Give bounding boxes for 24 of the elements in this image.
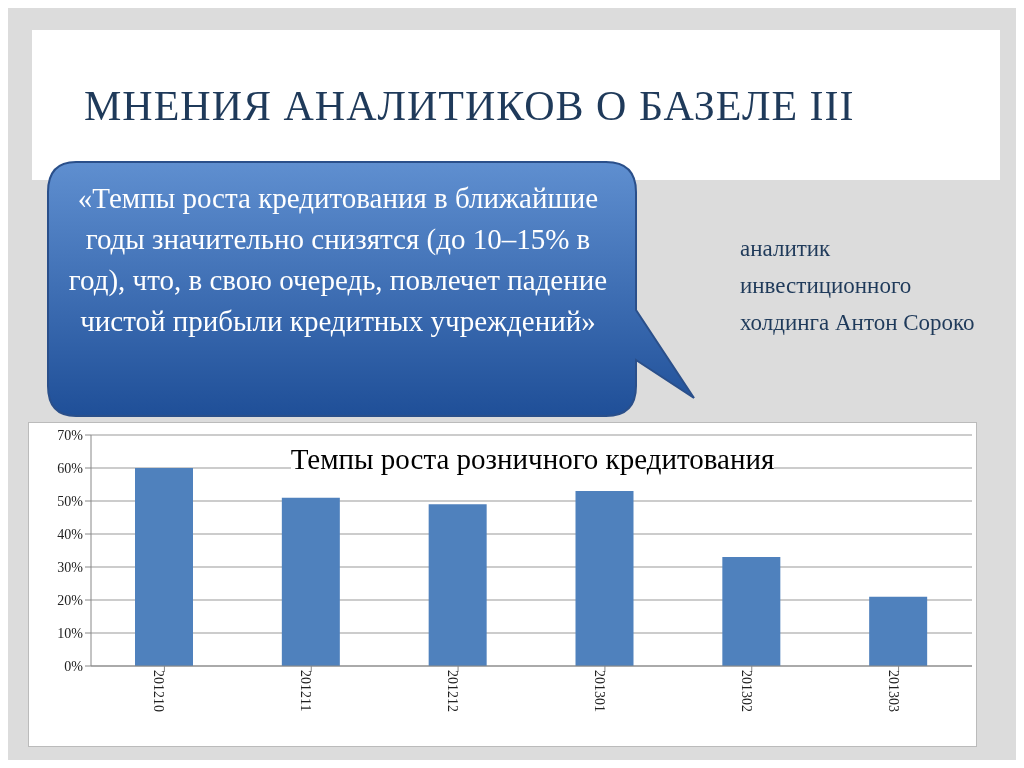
y-tick-label: 60% (57, 460, 84, 476)
x-tick-label: 201301 (591, 670, 607, 712)
y-tick-label: 40% (57, 526, 84, 542)
y-tick-label: 0% (64, 658, 84, 674)
bar (281, 497, 340, 666)
y-tick-label: 30% (57, 559, 84, 575)
bar (135, 468, 193, 666)
bar (869, 596, 928, 666)
x-tick-label: 201210 (151, 670, 167, 712)
x-tick-label: 201303 (885, 670, 901, 712)
chart-title: МНЕНИЯ АНАЛИТИКОВ О БАЗЕЛЕ III (84, 82, 855, 130)
bar (722, 557, 781, 666)
y-tick-label: 10% (57, 625, 84, 641)
bar (575, 491, 634, 666)
bar (428, 504, 487, 666)
x-tick-label: 201211 (298, 670, 314, 712)
text: «Темпы роста кредитования в ближайшие годы значительно снизятся (до 10–15% в год), что, в свою очередь, повлечет падение чистой прибыли кредитных учреждений» (67, 181, 609, 339)
x-tick-label: 201212 (445, 670, 461, 712)
y-tick-label: 70% (57, 427, 84, 443)
x-tick-label: 201302 (738, 670, 754, 712)
text: аналитик инвестиционного холдинга Антон Сороко (740, 235, 976, 337)
y-tick-label: 50% (57, 493, 84, 509)
chart-subtitle: Темпы роста розничного кредитования (290, 443, 775, 475)
y-tick-label: 20% (57, 592, 84, 608)
